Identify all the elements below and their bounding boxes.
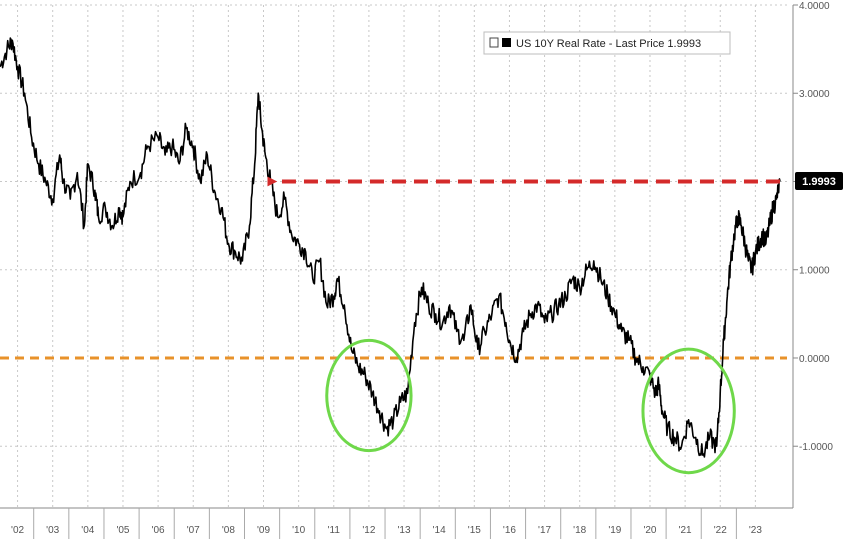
x-tick-label: '08 (222, 525, 235, 536)
series-layer (0, 37, 781, 458)
x-tick-label: '09 (257, 525, 270, 536)
x-tick-label: '12 (362, 525, 375, 536)
last-price-badge-box (795, 172, 843, 190)
y-tick-label: 3.0000 (799, 89, 830, 100)
x-tick-label: '15 (468, 525, 481, 536)
x-tick-label: '20 (643, 525, 656, 536)
gridlines (0, 4, 787, 508)
green-highlight-circle (325, 338, 413, 453)
x-tick-label: '17 (538, 525, 551, 536)
series-line-us-10y-real-rate (0, 37, 781, 458)
x-tick-label: '04 (81, 525, 94, 536)
x-tick-label: '16 (503, 525, 516, 536)
legend-box (483, 31, 731, 55)
x-tick-label: '14 (433, 525, 446, 536)
legend-label: US 10Y Real Rate - Last Price 1.9993 (516, 38, 701, 50)
annotation-layer (267, 176, 780, 475)
last-price-badge-label: 1.9993 (802, 176, 836, 188)
y-tick-label: 1.0000 (799, 266, 830, 277)
x-tick-label: '21 (679, 525, 692, 536)
x-tick-label: '13 (398, 525, 411, 536)
x-tick-label: '22 (714, 525, 727, 536)
y-tick-label: 4.0000 (799, 1, 830, 12)
legend-swatch (502, 38, 511, 47)
y-tick-label: -1.0000 (799, 442, 833, 453)
legend: US 10Y Real Rate - Last Price 1.9993 (483, 31, 731, 55)
green-highlight-circle (641, 347, 736, 475)
x-tick-label: '05 (116, 525, 129, 536)
y-tick-label: 0.0000 (799, 354, 830, 365)
x-tick-label: '07 (187, 525, 200, 536)
legend-swatch-outline (489, 37, 499, 48)
x-tick-label: '02 (11, 525, 24, 536)
x-tick-label: '11 (328, 525, 341, 536)
x-tick-label: '23 (749, 525, 762, 536)
x-tick-label: '06 (152, 525, 165, 536)
last-price-badge: 1.9993 (795, 172, 843, 190)
x-tick-label: '10 (292, 525, 305, 536)
x-tick-label: '18 (573, 525, 586, 536)
x-tick-label: '03 (46, 525, 59, 536)
x-tick-label: '19 (608, 525, 621, 536)
